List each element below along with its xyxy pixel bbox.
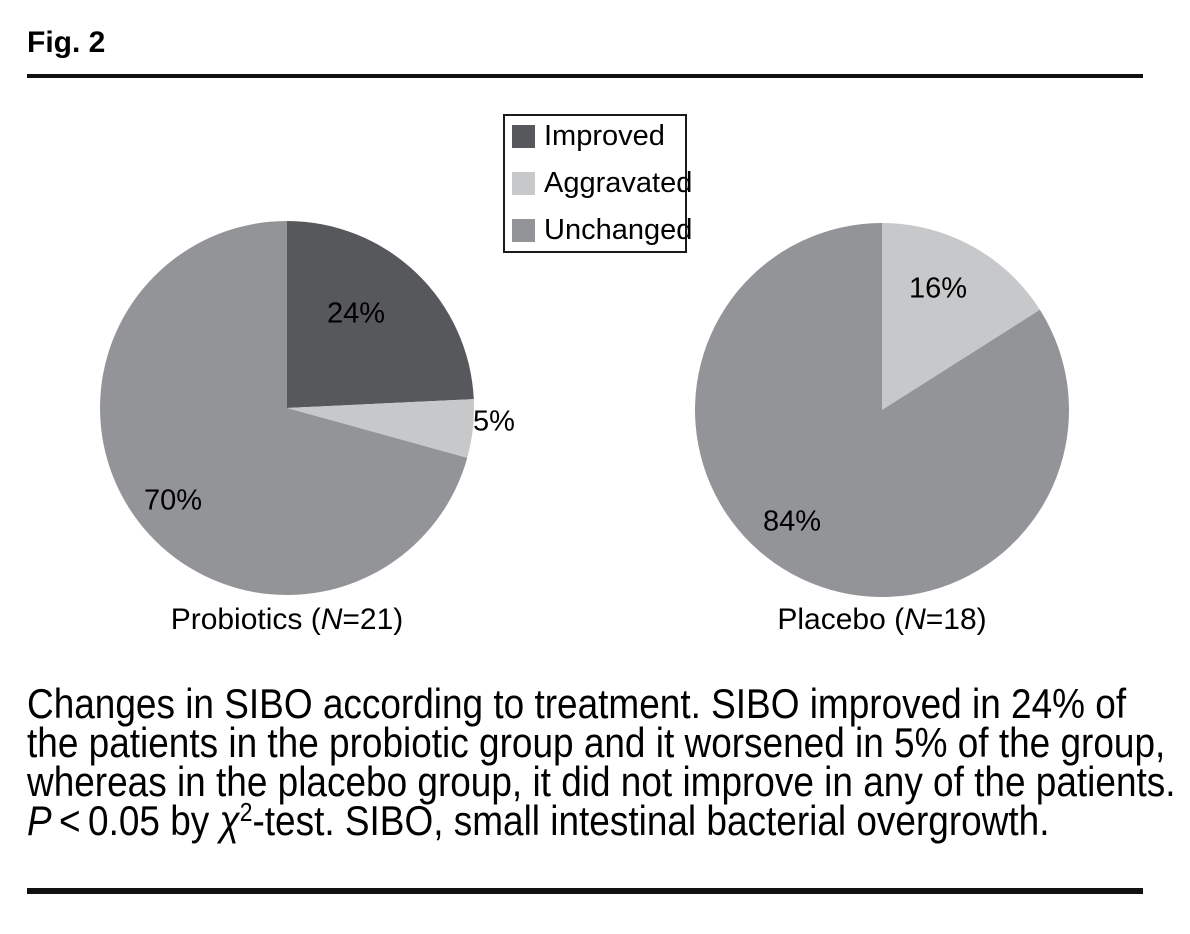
placebo-pie-chart: [695, 223, 1069, 597]
legend-label-improved: Improved: [544, 120, 665, 152]
legend-swatch-unchanged: [512, 219, 535, 242]
legend-swatch-improved: [512, 125, 535, 148]
data-label-placebo-unchanged: 84%: [762, 505, 822, 538]
placebo-pie-title: Placebo (N=18): [695, 603, 1069, 637]
caption-rest-text: -test. SIBO, small intestinal bacterial …: [252, 797, 1050, 844]
top-rule: [27, 74, 1143, 78]
legend-label-unchanged: Unchanged: [544, 214, 693, 246]
probiotics-title-suffix: =21): [342, 603, 404, 636]
legend-item-improved: Improved: [512, 122, 685, 151]
probiotics-title-prefix: Probiotics (: [170, 603, 321, 636]
caption-line-2: the patients in the probiotic group and …: [27, 719, 1166, 766]
legend-label-aggravated: Aggravated: [544, 167, 693, 199]
caption-line-4: P < 0.05 by χ2-test. SIBO, small intesti…: [27, 797, 1176, 846]
legend-item-unchanged: Unchanged: [512, 216, 692, 245]
caption-line-3: whereas in the placebo group, it did not…: [27, 758, 1176, 805]
data-label-probiotics-unchanged: 70%: [143, 484, 203, 517]
chart-legend: Improved Aggravated Unchanged: [503, 114, 692, 253]
data-label-probiotics-aggravated: 5%: [473, 405, 515, 438]
legend-item-aggravated: Aggravated: [512, 169, 692, 198]
pie-slice-aggravated: [287, 399, 474, 458]
figure-label: Fig. 2: [27, 26, 106, 59]
caption-chi-exponent: 2: [239, 797, 253, 827]
pie-slice-unchanged: [100, 221, 468, 595]
probiotics-pie-chart: [100, 221, 474, 595]
pie-slice-aggravated: [882, 223, 1040, 410]
pie-slice-improved: [287, 221, 474, 408]
data-label-placebo-aggravated: 16%: [908, 272, 968, 305]
caption-chi-symbol: χ: [219, 797, 240, 844]
figure-caption: Changes in SIBO according to treatment. …: [27, 680, 1176, 846]
caption-line-1: Changes in SIBO according to treatment. …: [27, 680, 1127, 727]
caption-p-symbol: P: [27, 797, 52, 844]
placebo-title-suffix: =18): [925, 603, 987, 636]
probiotics-title-n-symbol: N: [320, 603, 343, 636]
bottom-rule: [27, 888, 1143, 894]
data-label-probiotics-improved: 24%: [326, 297, 386, 330]
legend-swatch-aggravated: [512, 172, 535, 195]
pie-slice-unchanged: [695, 223, 1069, 597]
caption-pvalue-text: < 0.05 by: [51, 797, 220, 844]
probiotics-pie-title: Probiotics (N=21): [100, 603, 474, 637]
placebo-title-n-symbol: N: [904, 603, 926, 636]
placebo-title-prefix: Placebo (: [777, 603, 905, 636]
